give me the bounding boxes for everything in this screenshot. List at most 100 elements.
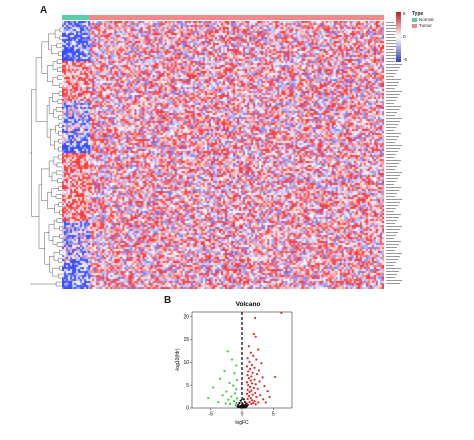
row-label <box>386 160 401 161</box>
dendrogram-branch <box>52 77 60 86</box>
volcano-point-series-1 <box>232 384 235 387</box>
volcano-point-series-0 <box>254 391 257 395</box>
volcano-point-series-0 <box>251 393 254 396</box>
volcano-point-series-0 <box>250 375 253 378</box>
volcano-point-series-1 <box>233 372 236 375</box>
volcano-point-series-0 <box>249 351 252 354</box>
row-label <box>386 190 399 191</box>
dendrogram-branch <box>44 232 50 265</box>
x-tick-label: 0 <box>241 412 244 418</box>
volcano-point-series-0 <box>252 332 255 336</box>
volcano-point-series-2 <box>239 406 242 409</box>
type-bar-normal <box>62 15 89 20</box>
row-label <box>386 280 402 281</box>
row-label <box>386 97 398 98</box>
row-label <box>386 73 396 74</box>
dendrogram-branch <box>48 33 56 51</box>
volcano-point-series-0 <box>247 370 250 373</box>
row-label <box>386 277 395 278</box>
volcano-point-series-0 <box>249 385 252 389</box>
volcano-point-series-0 <box>258 380 261 383</box>
dendrogram-branch <box>52 236 60 245</box>
row-label <box>386 166 397 167</box>
row-label <box>386 253 402 254</box>
volcano-point-series-2 <box>244 406 247 409</box>
volcano-point-series-1 <box>234 392 237 395</box>
row-label <box>386 22 394 23</box>
row-label <box>386 124 398 125</box>
scale-tick-high: 5 <box>403 11 406 16</box>
volcano-point-series-1 <box>235 397 239 400</box>
row-label <box>386 46 396 47</box>
scale-tick-low: -5 <box>403 57 408 62</box>
row-label <box>386 169 395 170</box>
row-label <box>386 112 397 113</box>
row-label <box>386 256 400 257</box>
row-label <box>386 271 399 272</box>
row-label <box>386 100 396 101</box>
dendrogram-branch <box>51 267 60 277</box>
dendrogram-branch <box>38 184 45 249</box>
dendrogram-branch <box>47 192 55 209</box>
row-label <box>386 172 402 173</box>
row-label <box>386 223 395 224</box>
row-label <box>386 211 394 212</box>
dendrogram-branch <box>47 65 54 82</box>
volcano-point-series-1 <box>207 396 210 400</box>
volcano-point-series-0 <box>261 376 264 379</box>
row-label <box>386 103 394 104</box>
row-label <box>386 25 401 26</box>
volcano-point-series-0 <box>250 402 253 405</box>
row-label <box>386 217 399 218</box>
volcano-point-series-0 <box>252 386 255 389</box>
dendrogram-branch <box>56 59 62 64</box>
row-label <box>386 208 396 209</box>
row-label <box>386 70 398 71</box>
volcano-point-series-1 <box>227 398 230 401</box>
dendrogram-branch <box>57 67 62 72</box>
volcano-point-series-2 <box>245 404 249 407</box>
volcano-point-series-0 <box>255 395 258 399</box>
dendrogram-branch <box>48 97 54 114</box>
dendrogram-branch <box>58 138 62 144</box>
volcano-point-series-1 <box>212 386 215 389</box>
volcano-point-series-0 <box>253 366 256 369</box>
row-label <box>386 193 397 194</box>
dendrogram-branch <box>57 178 62 184</box>
volcano-point-series-0 <box>246 373 249 377</box>
volcano-point-series-1 <box>229 402 232 405</box>
volcano-point-series-0 <box>250 382 254 385</box>
volcano-point-series-0 <box>254 335 257 338</box>
row-label <box>386 262 396 263</box>
volcano-point-series-0 <box>280 311 283 315</box>
legend-label-normal: Normal <box>419 17 434 22</box>
row-label <box>386 214 401 215</box>
row-label <box>386 133 401 134</box>
dendrogram-branch <box>53 109 59 118</box>
volcano-point-series-1 <box>219 377 222 380</box>
volcano-point-series-1 <box>235 379 239 382</box>
row-label <box>386 148 400 149</box>
volcano-point-series-1 <box>228 381 231 384</box>
row-label <box>386 268 401 269</box>
dendrogram-branch <box>52 93 59 102</box>
volcano-point-series-0 <box>268 395 271 399</box>
row-label <box>386 151 398 152</box>
volcano-point-series-0 <box>254 383 257 386</box>
volcano-point-series-0 <box>263 384 266 388</box>
dendrogram-branch <box>56 242 62 247</box>
row-label <box>386 28 399 29</box>
volcano-point-series-1 <box>235 364 238 367</box>
volcano-point-series-0 <box>259 394 262 397</box>
dendrogram-branch <box>48 160 54 178</box>
dendrogram-branch <box>51 45 59 54</box>
volcano-point-series-2 <box>244 400 247 404</box>
volcano-point-series-0 <box>246 357 249 360</box>
row-label <box>386 121 400 122</box>
row-label <box>386 106 401 107</box>
row-label <box>386 49 394 50</box>
row-label <box>386 175 400 176</box>
dendrogram-branch <box>58 186 62 191</box>
dendrogram-branch <box>31 89 40 217</box>
volcano-title: Volcano <box>236 301 261 308</box>
